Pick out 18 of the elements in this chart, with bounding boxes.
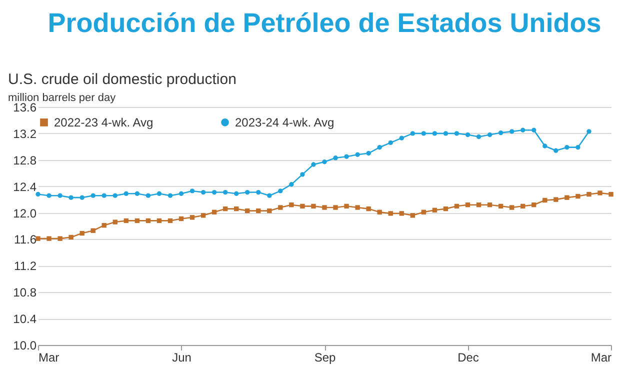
y-tick-label: 12.4 [13,180,37,194]
y-tick-label: 10.4 [13,312,37,326]
x-tick-label: Mar [590,350,612,364]
x-tick-label: Dec [458,350,479,364]
x-tick-label: Mar [38,350,60,364]
legend-label: 2022-23 4-wk. Avg [54,115,154,130]
chart-subtitle: U.S. crude oil domestic production [8,71,236,88]
chart-title: Producción de Petróleo de Estados Unidos [48,8,602,38]
y-tick-label: 13.2 [13,126,37,141]
y-tick-label: 10.0 [13,338,37,352]
y-tick-label: 10.8 [13,286,37,300]
y-tick-label: 11.2 [14,259,37,274]
y-tick-label: 11.6 [14,232,37,247]
y-tick-label: 12.0 [13,206,37,220]
x-tick-label: Jun [172,350,192,364]
y-tick-label: 12.8 [13,153,37,168]
legend-label: 2023-24 4-wk. Avg [235,115,334,130]
x-tick-label: Sep [314,350,336,364]
